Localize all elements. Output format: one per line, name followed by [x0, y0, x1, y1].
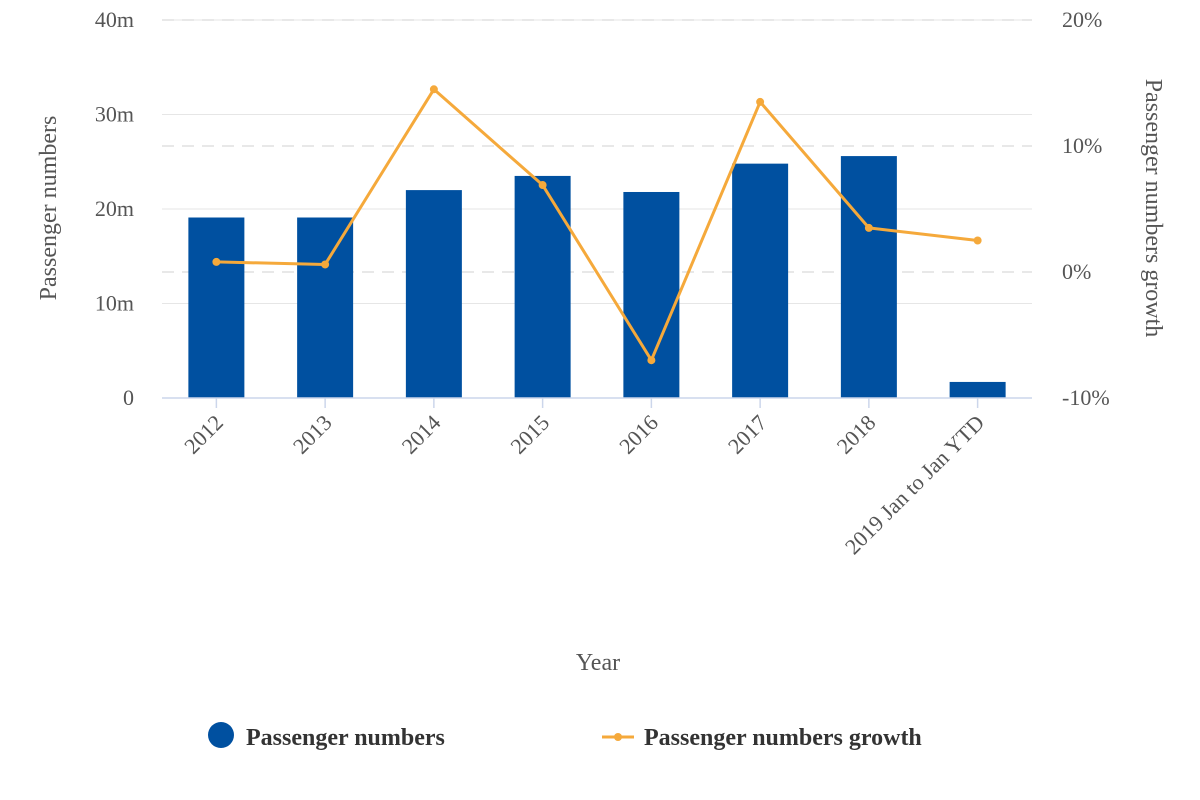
x-label-2013: 2013	[288, 410, 337, 459]
y-left-label-20m: 20m	[95, 196, 134, 221]
bar-2017	[732, 163, 789, 398]
bar-2019 Jan to Jan YTD	[949, 381, 1006, 398]
y-axis-left-labels: 0 10m 20m 30m 40m	[95, 7, 134, 410]
y-axis-right-labels: -10% 0% 10% 20%	[1062, 7, 1110, 410]
x-label-2018: 2018	[832, 410, 881, 459]
legend-label-passenger-numbers-growth: Passenger numbers growth	[644, 725, 922, 751]
y-right-label-10%: 10%	[1062, 133, 1102, 158]
x-label-2012: 2012	[179, 410, 228, 459]
y-left-label-30m: 30m	[95, 102, 134, 127]
bar-2013	[297, 217, 354, 398]
growth-point-2018	[864, 223, 873, 232]
growth-point-2016	[647, 356, 656, 365]
line-series	[212, 85, 982, 365]
bar-series	[188, 156, 1006, 398]
legend: Passenger numbers Passenger numbers grow…	[208, 722, 922, 751]
legend-item-passenger-numbers[interactable]: Passenger numbers	[208, 722, 445, 751]
legend-line-dot	[614, 733, 622, 741]
legend-label-passenger-numbers: Passenger numbers	[246, 725, 445, 751]
growth-point-2019 Jan to Jan YTD	[973, 236, 982, 245]
growth-point-2012	[212, 257, 221, 266]
x-axis-title: Year	[576, 650, 620, 676]
x-label-2014: 2014	[397, 410, 446, 459]
bar-2018	[840, 156, 897, 398]
y-left-label-40m: 40m	[95, 7, 134, 32]
growth-point-2017	[756, 97, 765, 106]
y-axis-right-title: Passenger numbers growth	[1140, 79, 1166, 338]
growth-line	[216, 87, 978, 362]
gridlines-left	[162, 19, 1032, 304]
bar-2015	[514, 175, 571, 398]
growth-point-2013	[321, 260, 330, 269]
bar-2012	[188, 217, 245, 398]
x-label-2015: 2015	[505, 410, 554, 459]
y-right-label--10%: -10%	[1062, 385, 1110, 410]
growth-point-2014	[429, 85, 438, 94]
bar-2014	[405, 190, 462, 398]
y-axis-left-title: Passenger numbers	[36, 116, 62, 301]
y-left-label-0: 0	[123, 385, 134, 410]
y-right-label-20%: 20%	[1062, 7, 1102, 32]
y-right-label-0%: 0%	[1062, 259, 1091, 284]
gridlines-right	[162, 19, 1032, 273]
y-left-label-10m: 10m	[95, 291, 134, 316]
bar-2016	[623, 191, 680, 398]
legend-item-passenger-numbers-growth[interactable]: Passenger numbers growth	[602, 725, 922, 751]
x-axis-ticks	[215, 398, 979, 408]
x-label-2017: 2017	[723, 410, 772, 459]
legend-bar-marker	[208, 722, 234, 748]
x-label-2016: 2016	[614, 410, 663, 459]
growth-point-2015	[538, 181, 547, 190]
